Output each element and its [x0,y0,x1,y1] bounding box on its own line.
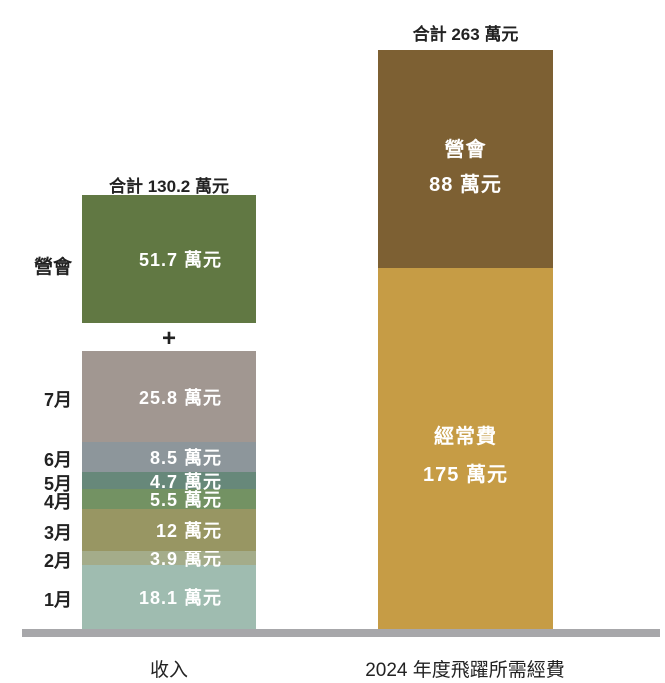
month-name-label: 4月 [43,491,72,512]
bar-segment-camp-income: 51.7 萬元 [82,195,256,323]
month-value-label: 18.1 萬元 [138,587,222,608]
bar-segment-camp-expense [378,50,553,268]
income-total-label: 合計 130.2 萬元 [109,177,229,196]
month-name-label: 3月 [43,522,72,543]
bar-segment-month: 8.5 萬元 [82,442,256,473]
month-name-label: 2月 [43,550,72,571]
expense-total-label: 合計 263 萬元 [412,25,519,44]
bar-segment-month: 12 萬元 [82,508,256,552]
bar-segment-month: 18.1 萬元 [82,564,256,629]
camp-expense-name: 營會 [444,139,487,161]
bar-segment-month: 5.5 萬元 [82,489,256,510]
month-value-label: 8.5 萬元 [149,448,222,469]
bar-segment-month: 25.8 萬元 [82,351,256,443]
plus-sign: + [161,325,176,352]
month-value-label: 12 萬元 [155,520,222,541]
camp-expense-value-label: 88 萬元 [429,174,502,196]
month-name-label: 1月 [43,589,72,610]
month-value-label: 3.9 萬元 [149,548,222,569]
month-name-label: 5月 [43,473,72,494]
month-value-label: 5.5 萬元 [149,489,222,510]
camp-income-value-label: 51.7 萬元 [138,250,222,270]
month-value-label: 25.8 萬元 [138,387,222,408]
x-tick-income: 收入 [149,660,188,681]
bar-segment-month: 4.7 萬元 [82,472,256,492]
month-value-label: 4.7 萬元 [149,471,222,492]
regular-expense-value-label: 175 萬元 [423,464,508,486]
month-name-label: 7月 [43,389,72,410]
bar-segment-regular-expense [378,268,553,629]
month-name-label: 6月 [43,450,72,471]
baseline [22,629,660,637]
camp-income-name: 營會 [33,257,72,278]
x-tick-expense: 2024 年度飛躍所需經費 [365,660,565,681]
regular-expense-name: 經常費 [434,426,497,448]
bar-segment-month: 3.9 萬元 [82,549,256,569]
